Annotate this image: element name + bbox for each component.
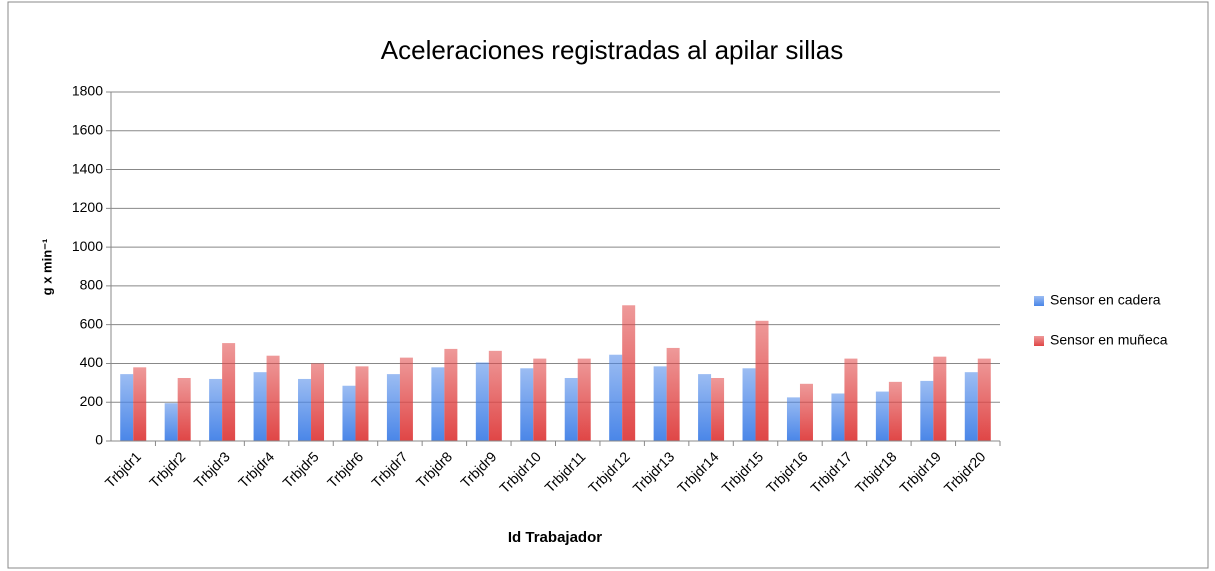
legend-label: Sensor en muñeca	[1050, 332, 1168, 348]
y-tick-label: 1400	[72, 160, 103, 176]
bar	[786, 397, 800, 441]
bar	[386, 374, 400, 441]
bar	[209, 378, 223, 441]
bar	[933, 356, 947, 441]
bar	[133, 367, 147, 441]
bar	[253, 372, 267, 441]
bar	[266, 355, 280, 441]
bar	[799, 383, 813, 441]
bar	[222, 343, 236, 441]
bar	[164, 403, 178, 441]
bar	[666, 347, 680, 441]
bar	[742, 368, 756, 441]
legend-swatch	[1034, 296, 1044, 306]
bar	[755, 320, 769, 441]
x-axis-title: Id Trabajador	[508, 529, 602, 546]
bar	[920, 380, 934, 441]
y-tick-label: 800	[80, 277, 104, 293]
bar	[431, 367, 445, 441]
legend-swatch	[1034, 336, 1044, 346]
bar	[475, 362, 489, 441]
bar	[698, 374, 712, 441]
chart-border	[7, 1, 1209, 569]
bar	[342, 385, 356, 441]
bar	[609, 354, 623, 441]
y-tick-label: 400	[80, 354, 104, 370]
bar	[177, 377, 191, 441]
bar	[298, 378, 312, 441]
bar	[355, 366, 369, 441]
bar	[964, 372, 978, 441]
y-tick-label: 600	[80, 315, 104, 331]
y-tick-label: 1200	[72, 199, 103, 215]
y-tick-label: 1800	[72, 83, 103, 99]
bar	[711, 377, 725, 441]
chart-title: Aceleraciones registradas al apilar sill…	[381, 35, 843, 65]
y-tick-label: 200	[80, 393, 104, 409]
bar	[533, 358, 547, 441]
bar	[520, 368, 534, 441]
bar	[875, 391, 889, 441]
bar	[577, 358, 591, 441]
bar	[488, 350, 502, 441]
bar	[444, 348, 458, 441]
bar	[977, 358, 991, 441]
bar	[622, 305, 636, 441]
bar	[888, 381, 902, 441]
bar	[564, 377, 578, 441]
bar	[653, 366, 667, 441]
y-tick-label: 1000	[72, 238, 103, 254]
bar	[399, 357, 413, 441]
bar	[844, 358, 858, 441]
bar	[311, 363, 325, 441]
bar	[831, 393, 845, 441]
legend-label: Sensor en cadera	[1050, 292, 1161, 308]
y-axis-title: g x min⁻¹	[39, 239, 54, 296]
bar	[120, 374, 134, 441]
y-tick-label: 1600	[72, 121, 103, 137]
y-tick-label: 0	[95, 432, 103, 448]
